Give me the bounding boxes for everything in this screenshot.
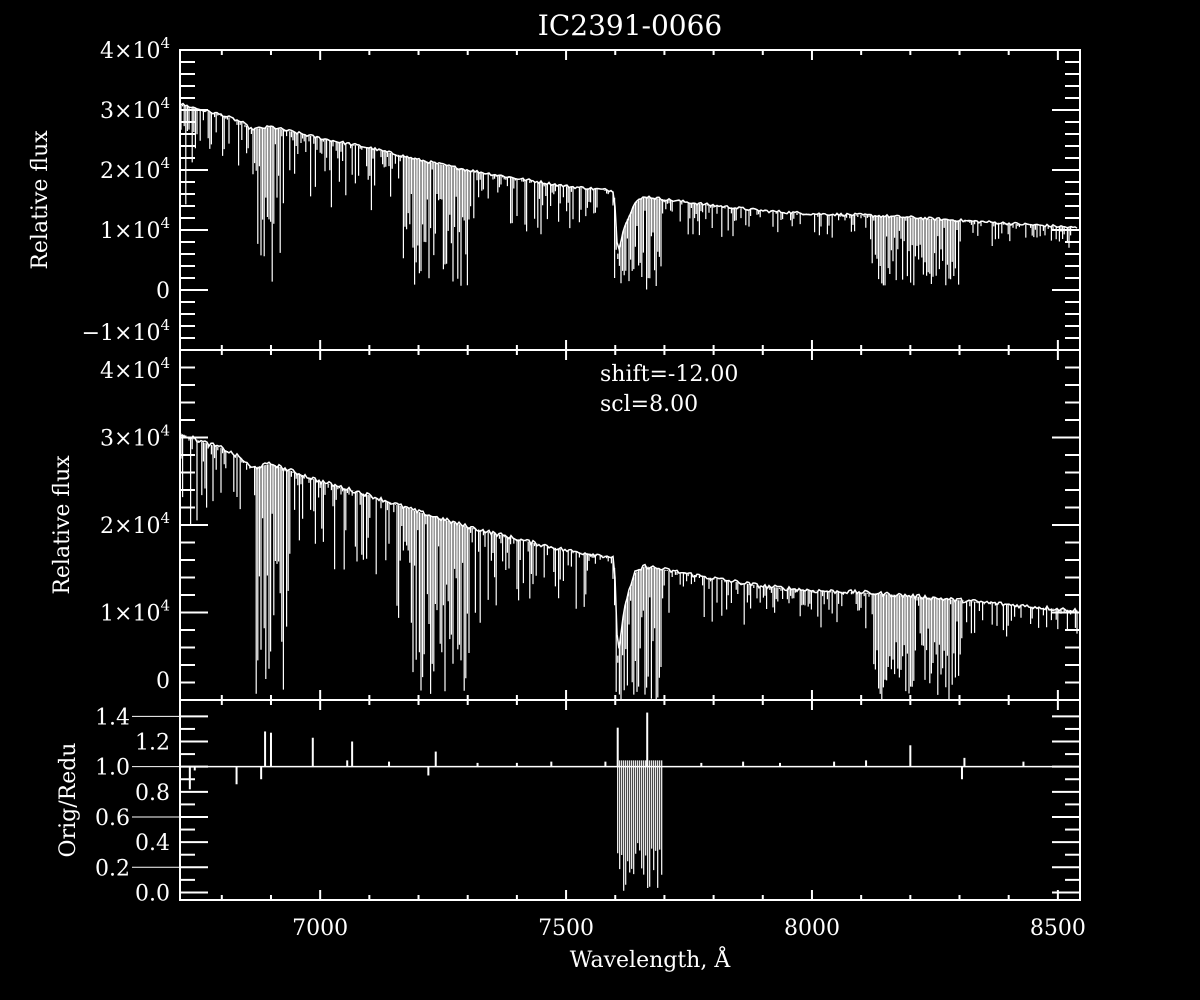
panel-frame — [179, 49, 1081, 351]
y-tick-label: 4×104 — [100, 34, 170, 64]
y-tick-label: 2×104 — [100, 154, 170, 184]
y-tick-label: 0.2 — [95, 856, 130, 881]
y-tick-label: 1.4 — [95, 705, 130, 730]
y-tick-label: 1×104 — [100, 214, 170, 244]
ratio-oxygen-band — [617, 760, 663, 891]
annotation-shift: shift=-12.00 — [600, 362, 738, 387]
y-tick-label: 0 — [156, 279, 170, 304]
panel-frame — [179, 699, 1081, 901]
y-axis-label-top: Relative flux — [28, 130, 53, 270]
y-tick-label: 0.4 — [135, 831, 170, 856]
y-tick-label: 2×104 — [100, 509, 170, 539]
x-tick-label: 7000 — [292, 916, 348, 941]
y-tick-label: 0 — [156, 669, 170, 694]
y-tick-label: 1.0 — [95, 756, 130, 781]
x-tick-label: 8000 — [784, 916, 840, 941]
y-tick-label: 1.2 — [135, 731, 170, 756]
x-axis-label: Wavelength, Å — [570, 945, 732, 973]
absorption-lines — [180, 104, 1076, 290]
y-axis-label-middle: Relative flux — [50, 455, 75, 595]
absorption-lines — [180, 433, 1078, 700]
y-axis-label-ratio: Orig/Redu — [56, 743, 81, 858]
y-tick-label: 0.6 — [95, 806, 130, 831]
y-tick-label: 4×104 — [100, 354, 170, 384]
panel-middle-flux: 4×104 3×104 2×104 1×104 0 — [100, 349, 1081, 701]
chart-title: IC2391-0066 — [538, 9, 722, 42]
y-tick-label: −1×104 — [82, 316, 170, 346]
y-tick-label: 0.0 — [135, 881, 170, 906]
y-tick-label: 1×104 — [100, 597, 170, 627]
x-tick-label: 8500 — [1030, 916, 1086, 941]
annotation-scl: scl=8.00 — [600, 392, 698, 417]
panel-top-flux: 4×104 3×104 2×104 1×104 0 −1×104 — [82, 34, 1081, 351]
panel-ratio: 0.00.20.40.60.81.01.21.4 7000 7500 8000 8500 — [95, 699, 1086, 941]
spectrum-line — [180, 102, 1078, 252]
spectrum-line — [180, 434, 1078, 649]
x-tick-label: 7500 — [538, 916, 594, 941]
y-tick-label: 3×104 — [100, 94, 170, 124]
y-tick-label: 3×104 — [100, 422, 170, 452]
y-tick-label: 0.8 — [135, 781, 170, 806]
